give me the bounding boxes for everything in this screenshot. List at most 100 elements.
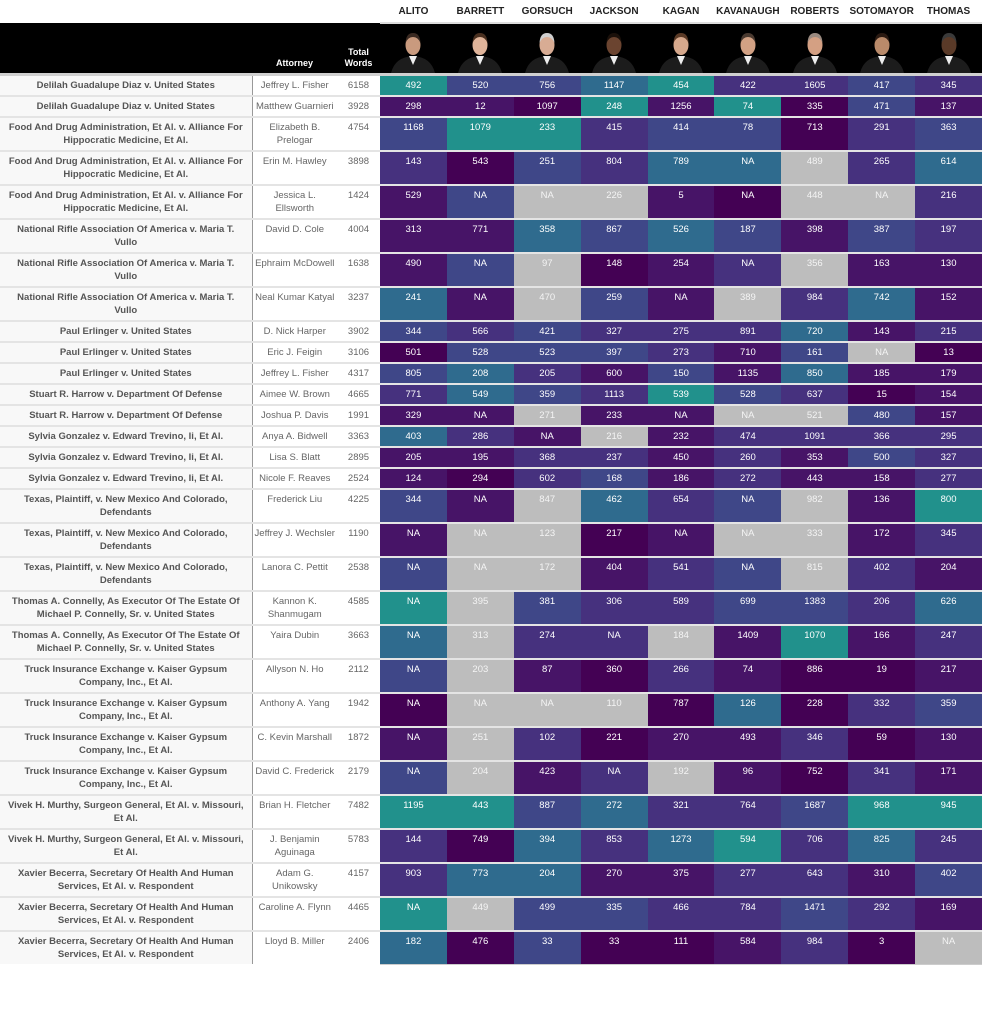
word-count-cell-gorsuch: 756 — [513, 74, 581, 97]
attorney-name: C. Kevin Marshall — [251, 727, 337, 761]
table-row: Truck Insurance Exchange v. Kaiser Gypsu… — [0, 727, 982, 762]
word-count-cell-kagan: NA — [647, 405, 715, 427]
word-count-cell-alito: 529 — [380, 185, 447, 220]
justice-header-kagan[interactable]: KAGAN — [647, 0, 715, 24]
word-count-cell-alito: 143 — [380, 151, 447, 186]
word-count-cell-jackson: 415 — [580, 117, 648, 152]
word-count-cell-thomas: 327 — [915, 447, 982, 469]
total-words: 4157 — [337, 863, 380, 897]
word-count-cell-thomas: 945 — [915, 795, 982, 830]
word-count-cell-kavanaugh: 1409 — [714, 625, 782, 660]
total-words: 3363 — [337, 426, 380, 447]
word-count-cell-thomas: 179 — [915, 363, 982, 385]
word-count-cell-alito: 344 — [380, 321, 447, 343]
word-count-cell-sotomayor: 185 — [848, 363, 916, 385]
word-count-cell-kagan: 5 — [647, 185, 715, 220]
attorney-name: Frederick Liu — [251, 489, 337, 523]
word-count-cell-alito: 492 — [380, 74, 447, 97]
word-count-cell-gorsuch: 274 — [513, 625, 581, 660]
justice-header-sotomayor[interactable]: SOTOMAYOR — [848, 0, 916, 24]
word-count-cell-gorsuch: 33 — [513, 931, 581, 965]
word-count-cell-roberts: 1687 — [781, 795, 849, 830]
word-count-cell-sotomayor: 59 — [848, 727, 916, 762]
word-count-cell-kagan: 375 — [647, 863, 715, 898]
word-count-cell-sotomayor: 402 — [848, 557, 916, 592]
word-count-cell-jackson: 867 — [580, 219, 648, 254]
word-count-cell-kavanaugh: NA — [714, 523, 782, 558]
word-count-cell-roberts: 489 — [781, 151, 849, 186]
justice-header-barrett[interactable]: BARRETT — [446, 0, 514, 24]
word-count-cell-kagan: 541 — [647, 557, 715, 592]
word-count-cell-barrett: 204 — [446, 761, 514, 796]
word-count-cell-kagan: 266 — [647, 659, 715, 694]
word-count-cell-kagan: 254 — [647, 253, 715, 288]
word-count-cell-sotomayor: 172 — [848, 523, 916, 558]
word-count-cell-barrett: 543 — [446, 151, 514, 186]
attorney-header[interactable]: Attorney — [252, 23, 337, 75]
word-count-cell-gorsuch: 421 — [513, 321, 581, 343]
word-count-cell-barrett: 208 — [446, 363, 514, 385]
word-count-cell-kavanaugh: 187 — [714, 219, 782, 254]
word-count-cell-alito: 344 — [380, 489, 447, 524]
attorney-name: Ephraim McDowell — [251, 253, 337, 287]
justice-header-jackson[interactable]: JACKSON — [580, 0, 648, 24]
justice-photo-jackson — [580, 23, 648, 75]
word-count-cell-sotomayor: 417 — [848, 74, 916, 97]
word-count-cell-roberts: 713 — [781, 117, 849, 152]
justice-header-thomas[interactable]: THOMAS — [915, 0, 982, 24]
justice-portrait-icon — [592, 33, 637, 73]
attorney-name: Lloyd B. Miller — [251, 931, 337, 964]
case-name: Texas, Plaintiff, v. New Mexico And Colo… — [0, 523, 252, 557]
word-count-cell-gorsuch: 470 — [513, 287, 581, 322]
justice-header-roberts[interactable]: ROBERTS — [781, 0, 849, 24]
word-count-cell-kagan: 454 — [647, 74, 715, 97]
table-row: Texas, Plaintiff, v. New Mexico And Colo… — [0, 523, 982, 558]
case-name: Food And Drug Administration, Et Al. v. … — [0, 117, 252, 151]
attorney-name: Caroline A. Flynn — [251, 897, 337, 931]
word-count-cell-barrett: NA — [446, 523, 514, 558]
justice-header-gorsuch[interactable]: GORSUCH — [513, 0, 581, 24]
word-count-cell-sotomayor: 387 — [848, 219, 916, 254]
word-count-cell-barrett: 251 — [446, 727, 514, 762]
total-words: 2112 — [337, 659, 380, 693]
justice-portrait-icon — [926, 33, 971, 73]
total-words: 3902 — [337, 321, 380, 342]
word-count-cell-thomas: 402 — [915, 863, 982, 898]
table-row: Food And Drug Administration, Et Al. v. … — [0, 117, 982, 152]
word-count-cell-kagan: 275 — [647, 321, 715, 343]
word-count-cell-jackson: 853 — [580, 829, 648, 864]
word-count-cell-kagan: NA — [647, 523, 715, 558]
attorney-name: D. Nick Harper — [251, 321, 337, 342]
justice-header-kavanaugh[interactable]: KAVANAUGH — [714, 0, 782, 24]
attorney-name: Allyson N. Ho — [251, 659, 337, 693]
word-count-cell-jackson: 600 — [580, 363, 648, 385]
word-count-cell-kavanaugh: 784 — [714, 897, 782, 932]
word-count-cell-jackson: 110 — [580, 693, 648, 728]
word-count-cell-kavanaugh: 126 — [714, 693, 782, 728]
word-count-cell-roberts: 521 — [781, 405, 849, 427]
word-count-cell-kagan: 1273 — [647, 829, 715, 864]
word-count-cell-kavanaugh: 389 — [714, 287, 782, 322]
table-row: Texas, Plaintiff, v. New Mexico And Colo… — [0, 557, 982, 592]
case-name: Stuart R. Harrow v. Department Of Defens… — [0, 405, 252, 426]
word-count-cell-gorsuch: 87 — [513, 659, 581, 694]
total-words: 4317 — [337, 363, 380, 384]
word-count-cell-sotomayor: 265 — [848, 151, 916, 186]
word-count-cell-sotomayor: 166 — [848, 625, 916, 660]
justice-photo-alito — [380, 23, 447, 75]
word-count-cell-gorsuch: 251 — [513, 151, 581, 186]
justice-header-alito[interactable]: ALITO — [380, 0, 447, 24]
word-count-cell-kavanaugh: 528 — [714, 384, 782, 406]
word-count-cell-gorsuch: 887 — [513, 795, 581, 830]
table-row: Sylvia Gonzalez v. Edward Trevino, Ii, E… — [0, 468, 982, 490]
table-row: Texas, Plaintiff, v. New Mexico And Colo… — [0, 489, 982, 524]
word-count-cell-thomas: 216 — [915, 185, 982, 220]
justice-portrait-icon — [659, 33, 703, 73]
word-count-cell-roberts: 752 — [781, 761, 849, 796]
word-count-cell-barrett: 449 — [446, 897, 514, 932]
word-count-cell-roberts: 1605 — [781, 74, 849, 97]
word-count-cell-roberts: 353 — [781, 447, 849, 469]
word-count-cell-thomas: 152 — [915, 287, 982, 322]
total-words-header[interactable]: Total Words — [337, 23, 380, 75]
blank-header — [0, 0, 252, 23]
